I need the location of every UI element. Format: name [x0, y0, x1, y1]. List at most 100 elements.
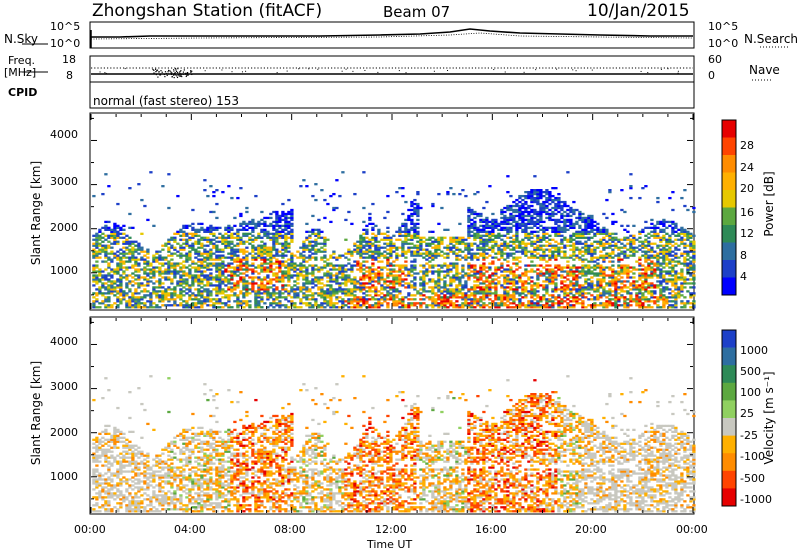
power-cell — [269, 286, 273, 289]
power-cell — [575, 220, 579, 224]
power-cell — [554, 187, 558, 190]
power-cbar-tick-28: 28 — [740, 139, 754, 152]
power-cell — [245, 234, 249, 237]
power-cell — [104, 220, 108, 224]
power-cell — [92, 276, 96, 279]
power-cell — [179, 280, 183, 283]
power-cell — [353, 298, 357, 301]
power-cell — [113, 234, 117, 237]
power-cell — [197, 298, 201, 301]
power-cell — [146, 250, 150, 253]
power-cell — [515, 236, 519, 239]
power-cell — [197, 252, 201, 255]
power-cell — [512, 290, 516, 293]
power-cell — [407, 306, 411, 309]
power-cell — [569, 208, 573, 212]
power-cell — [461, 292, 465, 295]
power-cell — [425, 252, 429, 255]
power-cell — [164, 268, 168, 271]
power-cell — [482, 246, 486, 249]
power-cell — [272, 300, 276, 303]
power-cell — [230, 228, 234, 231]
power-cell — [512, 280, 516, 283]
nave-dot — [245, 70, 247, 72]
power-cell — [305, 298, 309, 301]
power-cell — [494, 302, 498, 305]
power-cell — [398, 300, 402, 303]
power-cell — [521, 282, 525, 285]
nave-dot — [241, 71, 243, 73]
power-cell — [275, 252, 279, 255]
power-cell — [323, 244, 327, 247]
power-cell — [371, 254, 375, 257]
power-cell — [260, 298, 264, 301]
power-cell — [197, 292, 201, 295]
power-cell — [194, 296, 198, 299]
power-cell — [419, 248, 423, 251]
power-cell — [395, 282, 399, 285]
power-cell — [236, 228, 240, 231]
power-cell — [320, 236, 324, 239]
power-cell — [533, 294, 537, 297]
power-cell — [419, 276, 423, 279]
power-cell — [182, 224, 186, 228]
power-cell — [611, 278, 615, 281]
nave-dot — [660, 68, 662, 70]
power-cell — [467, 264, 471, 267]
power-cell — [104, 306, 108, 309]
power-cell — [509, 254, 513, 257]
power-cell — [101, 270, 105, 273]
power-cell — [512, 288, 516, 291]
freq-unit-label: [MHz] — [4, 66, 37, 79]
power-cell — [206, 290, 210, 293]
power-cell — [179, 230, 183, 233]
power-cell — [524, 248, 528, 251]
power-cell — [266, 262, 270, 265]
power-cell — [536, 198, 540, 202]
nave-dot — [173, 70, 175, 72]
power-cell — [509, 266, 513, 269]
power-cell — [581, 264, 585, 267]
power-cell — [428, 286, 432, 289]
power-cell — [593, 240, 597, 243]
power-cell — [338, 266, 342, 269]
power-cell — [425, 270, 429, 273]
power-cell — [437, 242, 441, 245]
power-cell — [569, 274, 573, 277]
power-cell — [428, 260, 432, 263]
power-cell — [488, 232, 492, 235]
power-cell — [554, 290, 558, 293]
power-cell — [590, 228, 594, 231]
power-cell — [383, 250, 387, 253]
power-cell — [113, 288, 117, 291]
power-cell — [299, 254, 303, 257]
power-cell — [263, 278, 267, 281]
power-cell — [392, 250, 396, 253]
power-cell — [398, 274, 402, 277]
power-cell — [188, 286, 192, 289]
power-cell — [536, 276, 540, 279]
power-cell — [617, 288, 621, 291]
power-cell — [227, 286, 231, 289]
power-cell — [401, 234, 405, 237]
power-cell — [353, 300, 357, 303]
power-cell — [158, 298, 162, 301]
power-cell — [326, 290, 330, 293]
power-cell — [365, 298, 369, 301]
power-cell — [287, 270, 291, 273]
power-cell — [107, 266, 111, 269]
power-cell — [515, 240, 519, 243]
power-cell — [617, 272, 621, 275]
power-cell — [449, 250, 453, 253]
power-cell — [236, 258, 240, 261]
power-cell — [134, 288, 138, 291]
power-cell — [521, 296, 525, 299]
power-cell — [527, 194, 531, 198]
power-cell — [296, 256, 300, 259]
power-cell — [590, 226, 594, 230]
power-cell — [149, 272, 153, 275]
power-cell — [134, 298, 138, 301]
power-cell — [401, 296, 405, 299]
power-cell — [431, 290, 435, 293]
nave-dot — [182, 73, 185, 75]
